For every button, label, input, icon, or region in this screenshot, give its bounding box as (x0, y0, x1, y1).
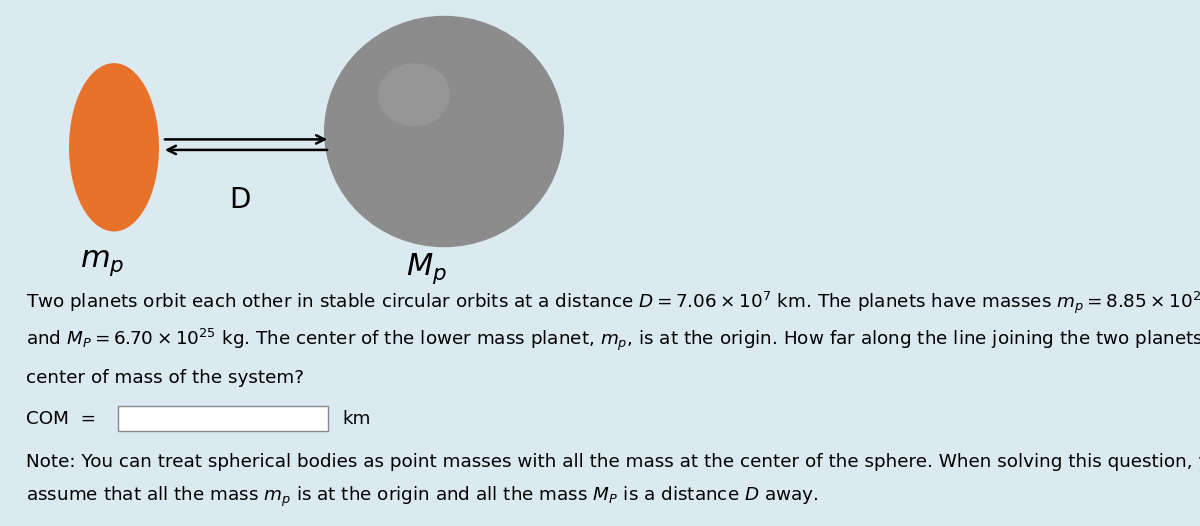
FancyBboxPatch shape (118, 406, 328, 431)
Ellipse shape (324, 16, 564, 247)
Text: and $M_P = 6.70 \times 10^{25}$ kg. The center of the lower mass planet, $m_p$, : and $M_P = 6.70 \times 10^{25}$ kg. The … (26, 327, 1200, 353)
Text: center of mass of the system?: center of mass of the system? (26, 369, 305, 387)
Text: Note: You can treat spherical bodies as point masses with all the mass at the ce: Note: You can treat spherical bodies as … (26, 453, 1200, 471)
Text: $M_p$: $M_p$ (406, 251, 446, 286)
Ellipse shape (378, 63, 450, 126)
Text: assume that all the mass $m_p$ is at the origin and all the mass $M_P$ is a dist: assume that all the mass $m_p$ is at the… (26, 485, 818, 509)
Text: Two planets orbit each other in stable circular orbits at a distance $D = 7.06 \: Two planets orbit each other in stable c… (26, 289, 1200, 316)
Text: $m_p$: $m_p$ (80, 248, 124, 278)
Text: km: km (342, 410, 371, 428)
Text: D: D (229, 186, 251, 214)
Text: COM  =: COM = (26, 410, 96, 428)
Ellipse shape (70, 63, 158, 231)
